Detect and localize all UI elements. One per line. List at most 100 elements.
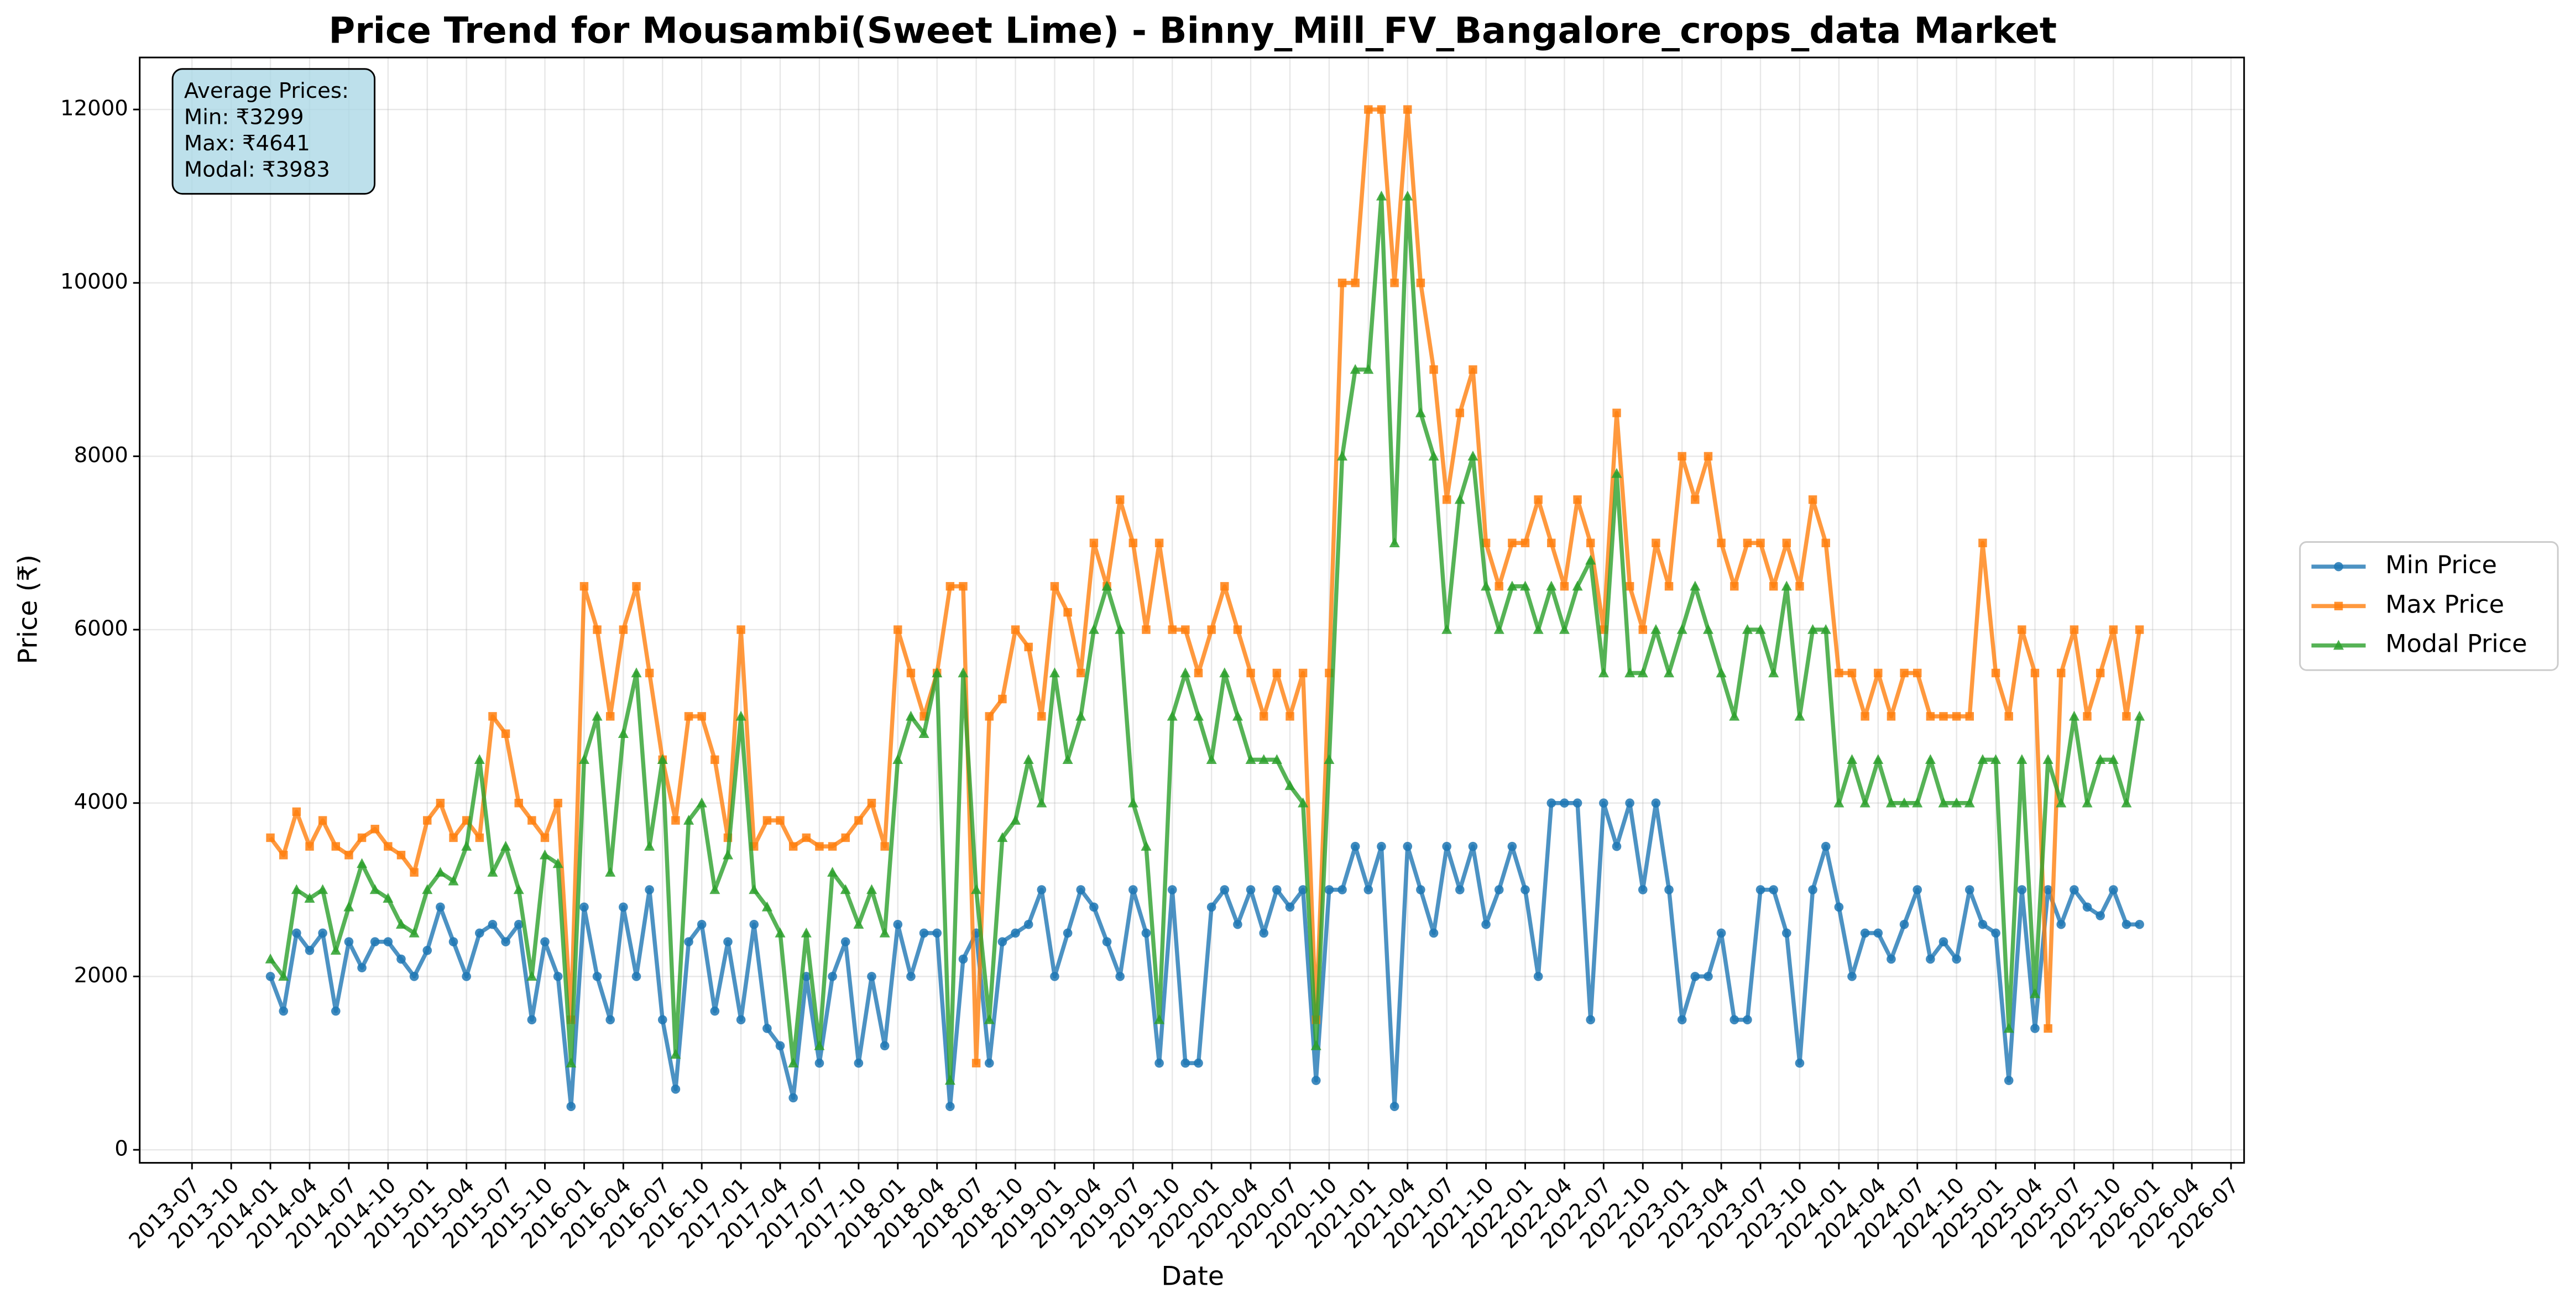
marker bbox=[1219, 667, 1230, 678]
marker bbox=[1011, 928, 1020, 938]
marker bbox=[461, 841, 472, 851]
marker bbox=[1088, 624, 1099, 634]
marker bbox=[644, 841, 655, 851]
marker bbox=[344, 851, 353, 860]
marker bbox=[1285, 902, 1295, 912]
marker bbox=[1377, 841, 1386, 851]
marker bbox=[1049, 667, 1060, 678]
marker bbox=[1991, 928, 2000, 938]
marker bbox=[905, 710, 916, 721]
marker bbox=[1730, 582, 1739, 591]
marker bbox=[2095, 754, 2106, 765]
marker bbox=[1520, 538, 1530, 547]
marker bbox=[1127, 797, 1138, 808]
marker bbox=[1978, 919, 1988, 929]
marker bbox=[958, 667, 969, 678]
marker bbox=[474, 754, 485, 765]
marker bbox=[448, 875, 459, 886]
marker bbox=[1272, 885, 1282, 894]
marker bbox=[1258, 754, 1269, 765]
marker bbox=[1978, 538, 1987, 547]
marker bbox=[906, 668, 916, 678]
marker bbox=[1416, 885, 1425, 894]
marker bbox=[265, 953, 276, 964]
marker bbox=[1350, 364, 1361, 374]
marker bbox=[1376, 190, 1387, 201]
marker bbox=[1259, 712, 1268, 721]
marker bbox=[1637, 667, 1648, 678]
marker bbox=[1115, 624, 1126, 634]
marker bbox=[1704, 452, 1713, 461]
marker bbox=[840, 937, 850, 946]
marker bbox=[605, 712, 615, 721]
marker bbox=[1794, 710, 1805, 721]
marker bbox=[1377, 105, 1386, 114]
marker bbox=[369, 884, 380, 894]
marker bbox=[932, 667, 943, 678]
marker bbox=[1873, 928, 1883, 938]
marker bbox=[344, 937, 354, 946]
marker bbox=[2030, 1024, 2040, 1033]
marker bbox=[435, 867, 446, 877]
series-line bbox=[269, 107, 2142, 1065]
marker bbox=[1913, 668, 1922, 678]
marker bbox=[1534, 495, 1543, 504]
chart-title: Price Trend for Mousambi(Sweet Lime) - B… bbox=[328, 9, 2057, 51]
marker bbox=[448, 937, 458, 946]
marker bbox=[1494, 885, 1504, 894]
marker bbox=[1861, 712, 1869, 721]
marker bbox=[1781, 580, 1792, 591]
marker bbox=[684, 712, 693, 721]
marker bbox=[1990, 754, 2002, 765]
marker bbox=[605, 867, 616, 877]
marker bbox=[997, 832, 1008, 842]
marker bbox=[1624, 667, 1636, 678]
marker bbox=[801, 927, 812, 938]
marker bbox=[1037, 712, 1046, 721]
marker bbox=[893, 919, 903, 929]
marker bbox=[2016, 754, 2028, 765]
marker bbox=[553, 799, 562, 808]
marker bbox=[1977, 754, 1988, 765]
marker bbox=[1939, 712, 1948, 721]
marker bbox=[1572, 798, 1582, 808]
marker bbox=[266, 833, 275, 842]
marker bbox=[671, 1084, 681, 1094]
marker bbox=[514, 799, 523, 808]
marker bbox=[1050, 972, 1059, 981]
marker bbox=[1089, 902, 1099, 912]
marker bbox=[2056, 919, 2066, 929]
marker bbox=[697, 919, 707, 929]
y-tick-label: 12000 bbox=[60, 96, 128, 121]
marker bbox=[2134, 710, 2145, 721]
marker bbox=[1833, 797, 1845, 808]
marker bbox=[357, 858, 368, 868]
marker bbox=[1167, 710, 1178, 721]
marker bbox=[815, 842, 824, 851]
marker bbox=[1729, 710, 1740, 721]
marker bbox=[1455, 409, 1465, 417]
marker bbox=[880, 1041, 890, 1051]
marker bbox=[2042, 754, 2054, 765]
marker bbox=[2056, 797, 2067, 808]
marker bbox=[1115, 972, 1125, 981]
marker bbox=[292, 928, 301, 938]
marker bbox=[1023, 754, 1034, 765]
marker bbox=[1141, 928, 1151, 938]
marker bbox=[1063, 928, 1073, 938]
marker bbox=[1795, 582, 1804, 591]
marker bbox=[1586, 1015, 1596, 1025]
marker bbox=[1023, 919, 1033, 929]
marker bbox=[1350, 841, 1360, 851]
marker bbox=[1128, 538, 1138, 547]
marker bbox=[1337, 279, 1347, 287]
marker bbox=[2108, 754, 2119, 765]
marker bbox=[1952, 954, 1961, 964]
marker bbox=[1743, 1015, 1752, 1025]
marker bbox=[1533, 624, 1544, 634]
marker bbox=[318, 928, 327, 938]
marker bbox=[2334, 562, 2343, 572]
marker bbox=[305, 946, 315, 955]
marker bbox=[984, 1058, 994, 1068]
